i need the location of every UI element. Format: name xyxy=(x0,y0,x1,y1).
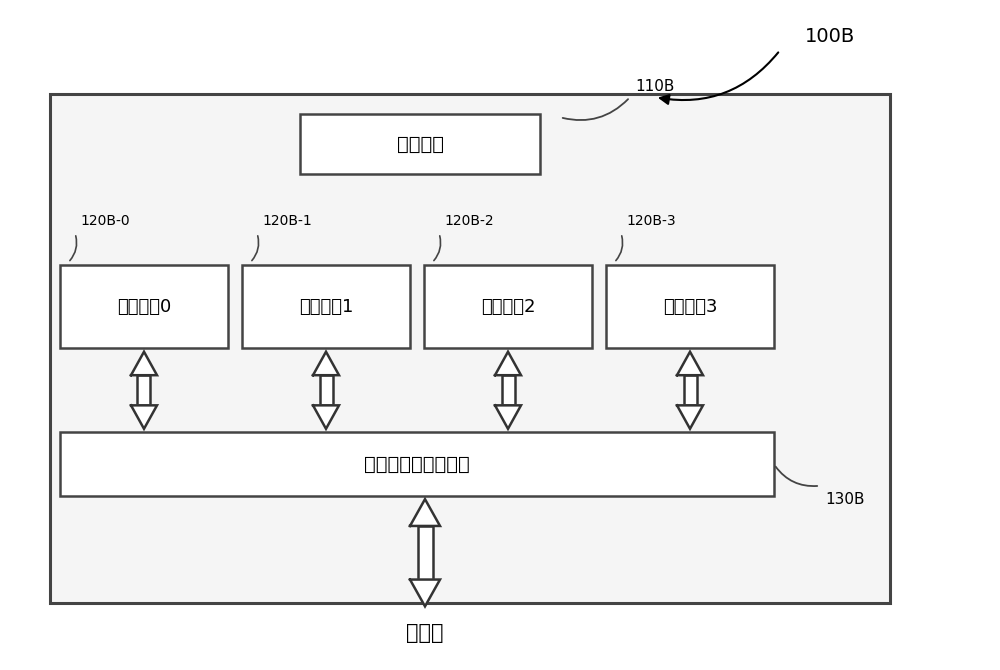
Bar xyxy=(606,265,774,348)
Polygon shape xyxy=(313,405,339,429)
Bar xyxy=(60,432,774,496)
Text: 存储器存取控制单元: 存储器存取控制单元 xyxy=(364,454,470,474)
Text: 控制单元: 控制单元 xyxy=(396,135,444,153)
Text: 120B-2: 120B-2 xyxy=(444,214,494,228)
Polygon shape xyxy=(495,405,521,429)
Polygon shape xyxy=(677,352,703,375)
Polygon shape xyxy=(131,405,157,429)
Text: 100B: 100B xyxy=(805,27,855,46)
Bar xyxy=(502,375,515,405)
Bar xyxy=(242,265,410,348)
Text: 存储器: 存储器 xyxy=(406,623,444,643)
Text: 解码器核0: 解码器核0 xyxy=(117,297,171,316)
Text: 解码器核3: 解码器核3 xyxy=(663,297,717,316)
Text: 120B-3: 120B-3 xyxy=(626,214,676,228)
Text: 130B: 130B xyxy=(825,492,864,507)
Polygon shape xyxy=(313,352,339,375)
Bar xyxy=(300,114,540,174)
Bar xyxy=(50,94,890,603)
Polygon shape xyxy=(410,580,440,606)
Text: 120B-1: 120B-1 xyxy=(262,214,312,228)
Polygon shape xyxy=(131,352,157,375)
Text: 解码器核2: 解码器核2 xyxy=(481,297,535,316)
Bar xyxy=(60,265,228,348)
Bar xyxy=(424,265,592,348)
Polygon shape xyxy=(677,405,703,429)
Text: 110B: 110B xyxy=(635,79,674,94)
Text: 解码器核1: 解码器核1 xyxy=(299,297,353,316)
Bar xyxy=(137,375,150,405)
Text: 120B-0: 120B-0 xyxy=(80,214,130,228)
Bar xyxy=(418,526,432,580)
Bar xyxy=(684,375,696,405)
Bar xyxy=(320,375,332,405)
Polygon shape xyxy=(495,352,521,375)
Polygon shape xyxy=(410,499,440,526)
